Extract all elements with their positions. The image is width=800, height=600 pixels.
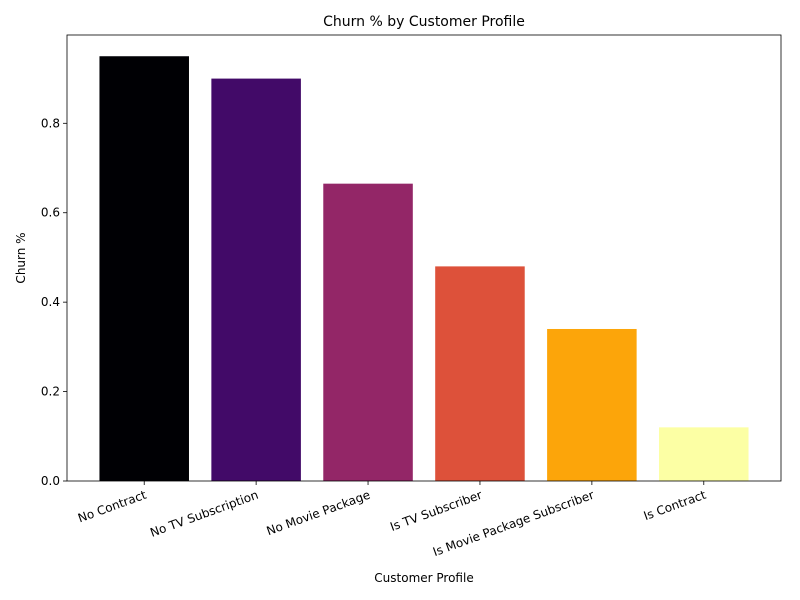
- x-tick-label: Is Contract: [642, 488, 708, 524]
- y-axis-label: Churn %: [14, 232, 28, 283]
- chart-title: Churn % by Customer Profile: [323, 14, 525, 30]
- bar: [99, 56, 189, 481]
- x-tick-label: Is TV Subscriber: [388, 488, 484, 534]
- y-tick-label: 0.2: [41, 385, 60, 399]
- x-tick-label: No TV Subscription: [148, 488, 260, 540]
- x-axis-label: Customer Profile: [374, 571, 473, 585]
- bar: [547, 328, 637, 481]
- x-tick-label: No Movie Package: [265, 488, 372, 539]
- y-tick-label: 0.8: [41, 116, 60, 130]
- y-tick-label: 0.4: [41, 295, 60, 309]
- bar: [435, 266, 525, 481]
- x-tick-label: No Contract: [76, 488, 148, 526]
- plot-frame: [66, 34, 782, 482]
- bar: [659, 427, 749, 481]
- y-tick-label: 0.6: [41, 206, 60, 220]
- bar: [211, 78, 301, 481]
- bar: [323, 183, 413, 481]
- y-tick-label: 0.0: [41, 474, 60, 488]
